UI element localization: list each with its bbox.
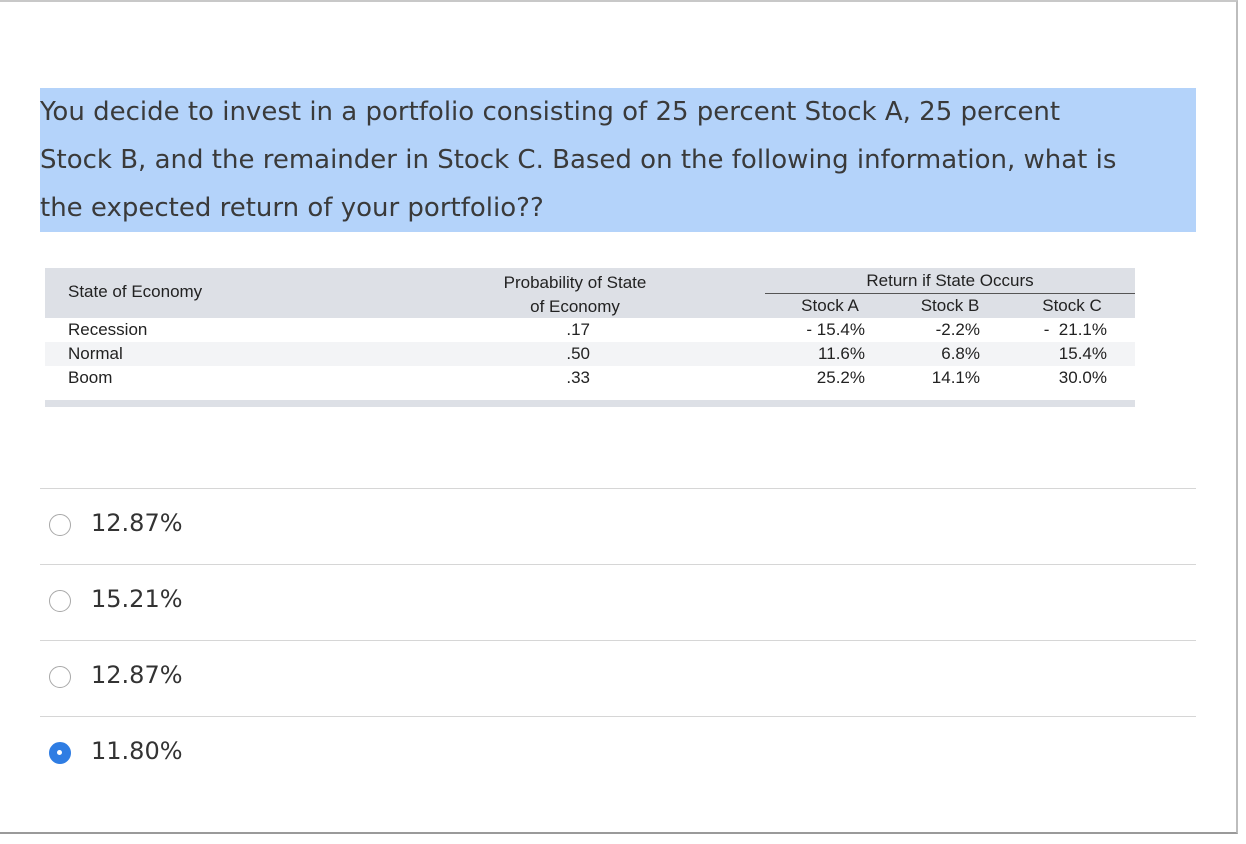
header-stock-b: Stock B: [920, 296, 980, 315]
table-row-shading: [45, 342, 1135, 366]
row-stock-c: 30.0%: [1058, 368, 1107, 387]
radio-button[interactable]: [49, 514, 71, 536]
radio-button[interactable]: [49, 590, 71, 612]
answer-label: 15.21%: [91, 585, 183, 613]
row-stock-b: 14.1%: [931, 368, 980, 387]
question-text: You decide to invest in a portfolio cons…: [40, 88, 1196, 232]
answer-option[interactable]: 12.87%: [40, 640, 1196, 716]
row-state: Boom: [68, 368, 113, 387]
radio-button-selected[interactable]: [49, 742, 71, 764]
row-stock-a: - 15.4%: [806, 320, 865, 339]
row-stock-b: 6.8%: [941, 344, 980, 363]
header-return-if-state-occurs: Return if State Occurs: [866, 271, 1034, 290]
answer-label: 12.87%: [91, 661, 183, 689]
row-probability: .33: [566, 368, 590, 387]
group-header-rule: [765, 293, 1135, 294]
answer-list: 12.87% 15.21% 12.87% 11.80%: [40, 488, 1196, 792]
answer-label: 11.80%: [91, 737, 183, 765]
answer-label: 12.87%: [91, 509, 183, 537]
radio-button[interactable]: [49, 666, 71, 688]
answer-option[interactable]: 11.80%: [40, 716, 1196, 792]
header-stock-a: Stock A: [801, 296, 859, 315]
row-stock-a: 11.6%: [818, 344, 865, 363]
answer-option[interactable]: 12.87%: [40, 488, 1196, 564]
row-state: Normal: [68, 344, 123, 363]
header-state-of-economy: State of Economy: [68, 282, 203, 301]
header-probability: Probability of State of Economy: [503, 273, 647, 316]
returns-table: State of Economy Probability of State of…: [45, 268, 1135, 408]
table-bottom-bar: [45, 400, 1135, 407]
row-stock-c: - 21.1%: [1043, 320, 1107, 339]
row-probability: .17: [566, 320, 590, 339]
row-stock-a: 25.2%: [816, 368, 865, 387]
answer-option[interactable]: 15.21%: [40, 564, 1196, 640]
row-stock-c: 15.4%: [1058, 344, 1107, 363]
row-state: Recession: [68, 320, 148, 339]
row-stock-b: -2.2%: [935, 320, 980, 339]
row-probability: .50: [566, 344, 590, 363]
header-stock-c: Stock C: [1042, 296, 1102, 315]
